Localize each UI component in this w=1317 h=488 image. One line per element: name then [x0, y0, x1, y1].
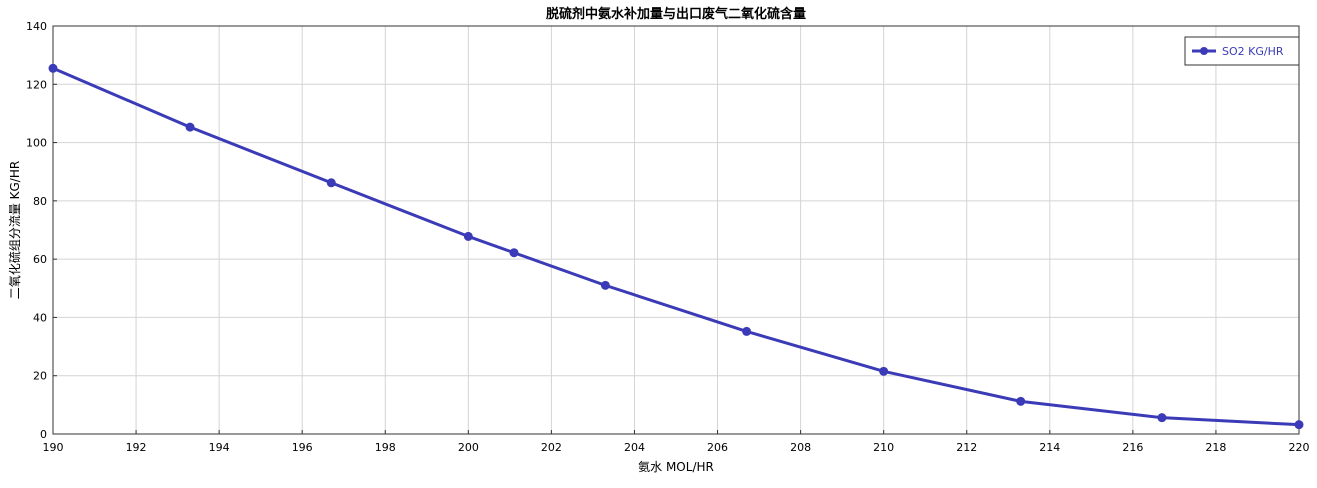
x-tick-label: 214: [1039, 441, 1060, 454]
data-point: [185, 122, 195, 132]
y-tick-label: 120: [26, 78, 47, 91]
x-tick-label: 210: [873, 441, 894, 454]
x-tick-label: 218: [1205, 441, 1226, 454]
data-point: [879, 366, 889, 376]
x-axis-label: 氨水 MOL/HR: [638, 460, 714, 474]
data-point: [742, 326, 752, 336]
data-point: [509, 248, 519, 258]
legend-marker: [1200, 47, 1208, 55]
x-tick-label: 212: [956, 441, 977, 454]
x-tick-label: 198: [375, 441, 396, 454]
x-tick-label: 196: [292, 441, 313, 454]
plot-frame: [52, 25, 1300, 435]
plot-area: [53, 26, 1299, 434]
x-tick-label: 208: [790, 441, 811, 454]
x-tick-label: 202: [541, 441, 562, 454]
legend-label: SO2 KG/HR: [1222, 45, 1284, 58]
y-tick-label: 80: [33, 195, 47, 208]
data-point: [1294, 420, 1304, 430]
x-tick-label: 194: [209, 441, 230, 454]
legend: SO2 KG/HR: [1184, 36, 1300, 66]
y-tick-label: 20: [33, 370, 47, 383]
data-point: [48, 63, 58, 73]
chart-title: 脱硫剂中氨水补加量与出口废气二氧化硫含量: [546, 6, 806, 22]
x-tick-label: 200: [458, 441, 479, 454]
y-tick-label: 60: [33, 253, 47, 266]
data-point: [326, 178, 336, 188]
x-axis-ticks: 190 192 194 196 198 200 202 204 206 208 210 212 214 2…: [43, 430, 1310, 454]
y-axis-ticks: 0 20 40 60 80 100 120 140: [26, 20, 57, 441]
x-tick-label: 220: [1289, 441, 1310, 454]
y-axis-label: 二氧化硫组分流量 KG/HR: [7, 161, 22, 299]
data-point: [600, 280, 610, 290]
x-tick-label: 190: [43, 441, 64, 454]
x-tick-label: 206: [707, 441, 728, 454]
x-tick-label: 192: [126, 441, 147, 454]
x-tick-label: 204: [624, 441, 645, 454]
x-tick-label: 216: [1122, 441, 1143, 454]
series-layer: [48, 63, 1304, 430]
y-tick-label: 100: [26, 137, 47, 150]
y-tick-label: 0: [40, 428, 47, 441]
y-tick-label: 40: [33, 311, 47, 324]
data-point: [1016, 396, 1026, 406]
data-point: [463, 231, 473, 241]
y-tick-label: 140: [26, 20, 47, 33]
data-point: [1157, 413, 1167, 423]
